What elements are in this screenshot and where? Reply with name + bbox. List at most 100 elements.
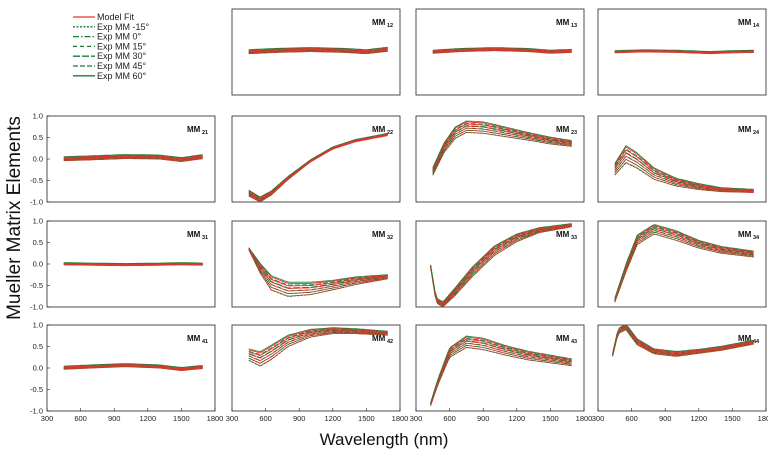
x-tick-label: 1500 xyxy=(358,414,375,423)
model-fit-curve xyxy=(63,363,203,369)
model-fit-curve xyxy=(430,336,572,404)
panel-title-subscript: 13 xyxy=(571,23,577,29)
model-fit-curve xyxy=(614,226,754,300)
x-tick-label: 1800 xyxy=(758,414,768,423)
x-tick-label: 600 xyxy=(74,414,87,423)
model-fit-curve xyxy=(432,125,572,172)
experimental-curve xyxy=(432,132,572,176)
experimental-curve xyxy=(430,342,572,405)
mm12-panel: MM 12 xyxy=(231,8,401,96)
model-fit-curve xyxy=(432,123,572,170)
model-fit-curve xyxy=(432,47,572,52)
panel-title-subscript: 41 xyxy=(202,339,208,345)
mm31-panel: 1.0 0.5 0.0 -0.5 -1.0 MM 31 xyxy=(30,217,216,312)
experimental-curve xyxy=(614,231,754,302)
model-fit-curve xyxy=(432,48,572,53)
model-fit-curve xyxy=(248,48,388,52)
experimental-curve xyxy=(248,330,388,361)
experimental-curve xyxy=(430,347,572,406)
experimental-curve xyxy=(432,129,572,174)
panel-title: MM xyxy=(738,125,752,134)
model-fit-curve xyxy=(614,155,754,192)
model-fit-curve xyxy=(432,121,572,169)
panel-title-subscript: 21 xyxy=(202,130,208,136)
y-tick-label: 0.0 xyxy=(33,260,43,269)
x-tick-label: 1800 xyxy=(392,414,409,423)
y-tick-label: -0.5 xyxy=(30,385,43,394)
panel-title: MM xyxy=(738,18,752,27)
legend-label: Exp MM 15° xyxy=(97,41,147,51)
legend-label: Model Fit xyxy=(97,12,135,22)
model-fit-curve xyxy=(430,338,572,404)
experimental-curve xyxy=(614,228,754,300)
experimental-curve xyxy=(430,340,572,404)
legend-label: Exp MM 0° xyxy=(97,32,142,42)
experimental-curve xyxy=(614,233,754,303)
x-tick-label: 1800 xyxy=(207,414,224,423)
model-fit-curve xyxy=(248,133,388,199)
y-tick-label: -0.5 xyxy=(30,281,43,290)
model-fit-curve xyxy=(63,155,203,160)
y-tick-label: 1.0 xyxy=(33,321,43,330)
model-fit-curve xyxy=(614,228,754,301)
experimental-curve xyxy=(63,154,203,158)
y-tick-label: 0.5 xyxy=(33,238,43,247)
panel-title-subscript: 23 xyxy=(571,130,577,136)
model-fit-curve xyxy=(430,223,572,303)
panel-title-subscript: 33 xyxy=(571,235,577,241)
panel-title: MM xyxy=(556,125,570,134)
experimental-curve xyxy=(432,120,572,168)
mm43-panel: 300 600 900 1200 1500 1800 MM 43 xyxy=(410,324,592,423)
mm34-panel: MM 34 xyxy=(597,220,767,308)
x-tick-label: 1200 xyxy=(324,414,341,423)
experimental-curve xyxy=(614,226,754,300)
experimental-curve xyxy=(248,247,388,286)
panel-title: MM xyxy=(372,230,386,239)
y-tick-label: -1.0 xyxy=(30,303,43,312)
panel-title: MM xyxy=(372,125,386,134)
experimental-curve xyxy=(63,262,203,264)
legend-label: Exp MM -15° xyxy=(97,22,150,32)
y-axis-label: Mueller Matrix Elements xyxy=(4,116,25,320)
model-fit-curve xyxy=(432,48,572,52)
panel-title: MM xyxy=(372,334,386,343)
experimental-curve xyxy=(248,248,388,295)
y-tick-label: -1.0 xyxy=(30,407,43,416)
model-fit-curve xyxy=(63,262,203,265)
experimental-curve xyxy=(430,226,572,307)
panel-title-subscript: 14 xyxy=(753,23,760,29)
legend-label: Exp MM 60° xyxy=(97,71,147,81)
model-fit-curve xyxy=(614,146,754,191)
x-tick-label: 1200 xyxy=(690,414,707,423)
model-fit-curve xyxy=(612,324,754,354)
model-fit-curve xyxy=(248,330,388,359)
panel-frame xyxy=(597,324,767,412)
mm23-panel: MM 23 xyxy=(415,115,585,203)
x-tick-label: 300 xyxy=(41,414,54,423)
panel-title: MM xyxy=(187,230,201,239)
panel-title-subscript: 32 xyxy=(387,235,393,241)
panel-title-subscript: 31 xyxy=(202,235,208,241)
x-tick-label: 1500 xyxy=(724,414,741,423)
y-tick-label: -1.0 xyxy=(30,198,43,207)
panel-title-subscript: 44 xyxy=(753,339,760,345)
x-tick-label: 600 xyxy=(443,414,456,423)
mm21-panel: 1.0 0.5 0.0 -0.5 -1.0 MM 21 xyxy=(30,112,216,207)
experimental-curve xyxy=(612,329,754,357)
experimental-curve xyxy=(432,122,572,170)
panel-title: MM xyxy=(738,334,752,343)
panel-title: MM xyxy=(372,18,386,27)
panel-title: MM xyxy=(187,334,201,343)
y-tick-label: -0.5 xyxy=(30,176,43,185)
x-tick-label: 300 xyxy=(410,414,423,423)
x-tick-label: 900 xyxy=(108,414,121,423)
x-tick-label: 1500 xyxy=(542,414,559,423)
x-tick-label: 300 xyxy=(592,414,605,423)
panel-title-subscript: 34 xyxy=(753,235,760,241)
model-fit-curve xyxy=(248,333,388,367)
experimental-curve xyxy=(430,337,572,404)
mm33-panel: MM 33 xyxy=(415,220,585,308)
y-tick-label: 0.5 xyxy=(33,342,43,351)
